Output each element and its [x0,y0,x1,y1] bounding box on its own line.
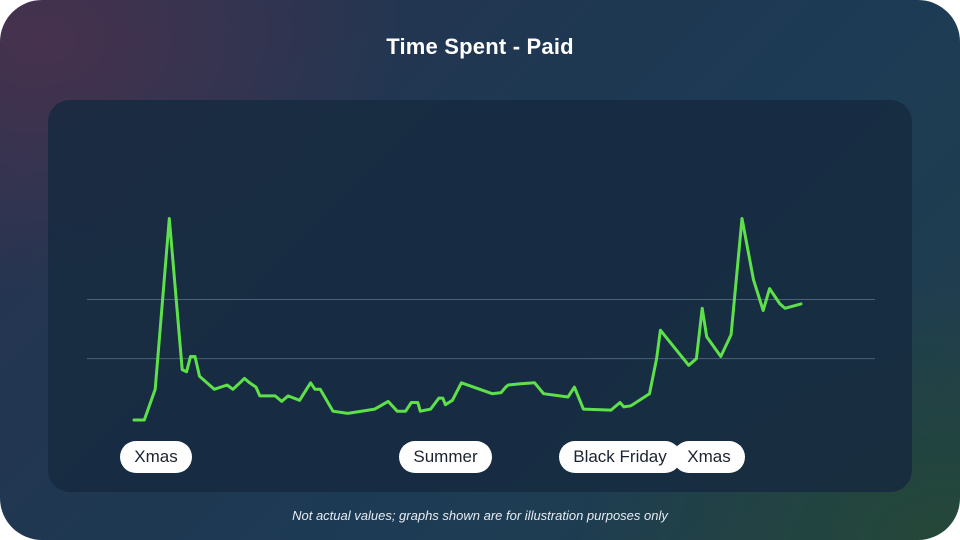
gridlines [87,299,875,360]
event-label-pill: Xmas [673,441,745,473]
event-label-pill: Summer [399,441,492,473]
disclaimer-footnote: Not actual values; graphs shown are for … [292,508,668,523]
series-layer [132,217,803,422]
event-label-pill: Black Friday [559,441,681,473]
series-line [132,217,803,422]
event-label-pill: Xmas [120,441,192,473]
chart-title: Time Spent - Paid [386,34,574,59]
